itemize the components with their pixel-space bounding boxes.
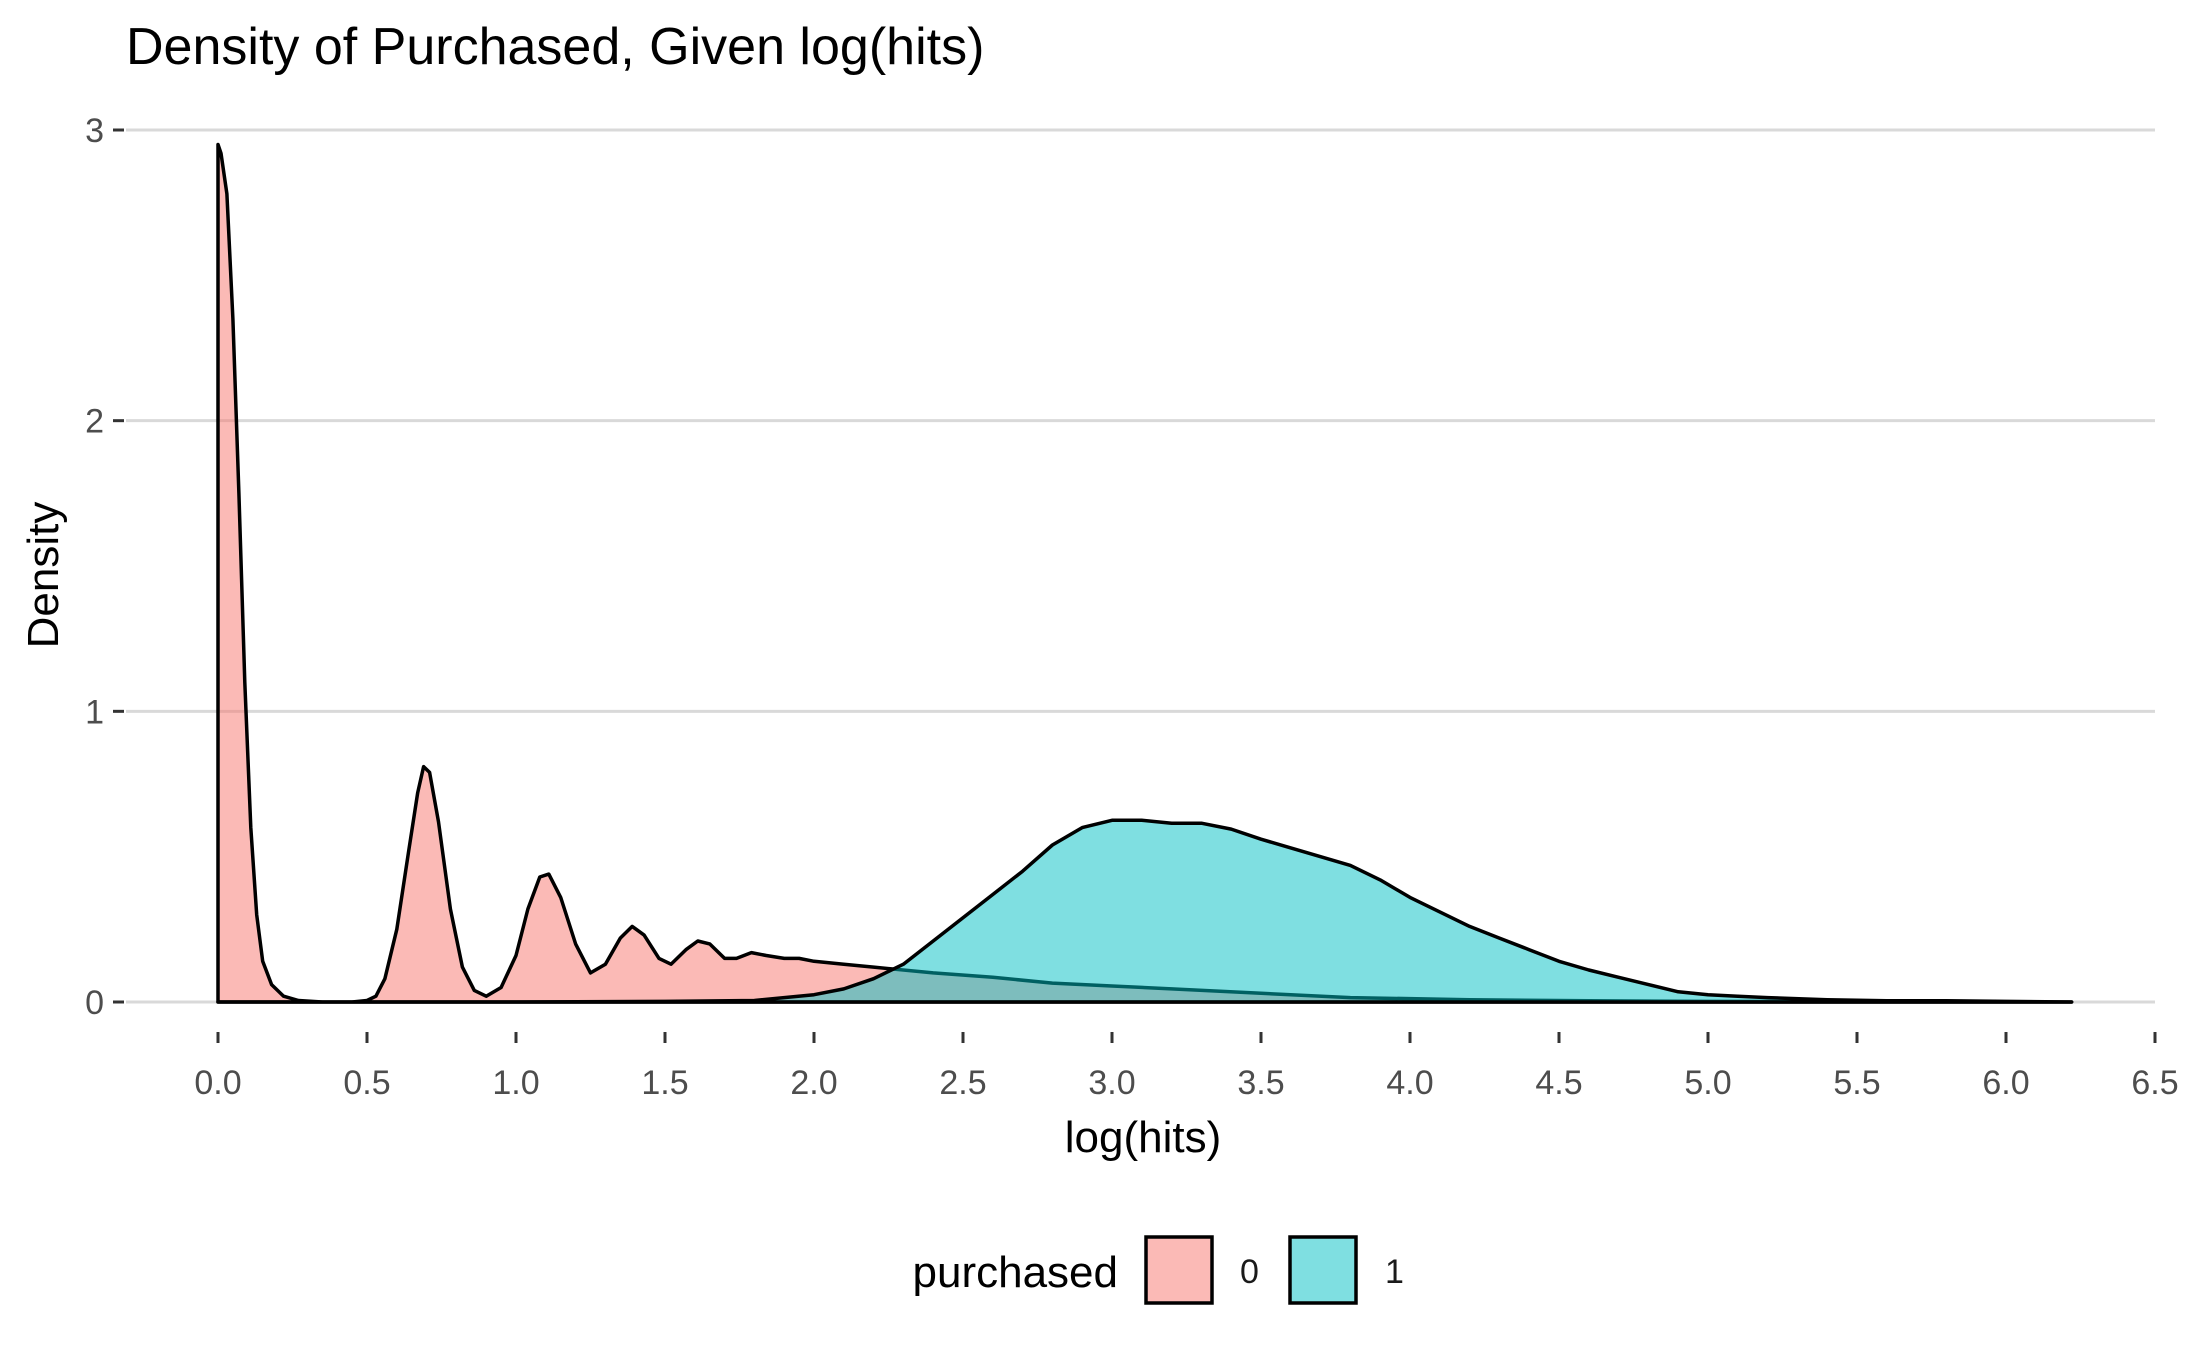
y-axis-title: Density bbox=[19, 502, 68, 649]
x-tick-label: 1.5 bbox=[641, 1064, 688, 1102]
x-tick-label: 4.5 bbox=[1535, 1064, 1582, 1102]
density-area-purchased-1 bbox=[216, 818, 2074, 1004]
density-areas bbox=[216, 142, 2074, 1004]
y-tick-label: 0 bbox=[85, 984, 104, 1022]
y-axis: 0 1 2 3 bbox=[85, 112, 124, 1022]
x-tick-label: 3.0 bbox=[1088, 1064, 1135, 1102]
y-tick-label: 1 bbox=[85, 693, 104, 731]
legend-key-0 bbox=[1144, 1235, 1214, 1305]
x-tick-label: 4.0 bbox=[1386, 1064, 1433, 1102]
x-tick-label: 0.5 bbox=[343, 1064, 390, 1102]
x-tick-label: 0.0 bbox=[194, 1064, 241, 1102]
x-tick-label: 2.0 bbox=[790, 1064, 837, 1102]
legend-title: purchased bbox=[913, 1248, 1118, 1297]
x-tick-label: 1.0 bbox=[492, 1064, 539, 1102]
x-tick-label: 6.0 bbox=[1982, 1064, 2029, 1102]
chart-title: Density of Purchased, Given log(hits) bbox=[126, 18, 984, 76]
legend-key-1 bbox=[1288, 1235, 1358, 1305]
legend-label-0: 0 bbox=[1240, 1253, 1259, 1291]
x-tick-label: 5.0 bbox=[1684, 1064, 1731, 1102]
x-tick-label: 6.5 bbox=[2131, 1064, 2178, 1102]
x-tick-label: 3.5 bbox=[1237, 1064, 1284, 1102]
y-tick-label: 2 bbox=[85, 403, 104, 441]
x-axis: 0.0 0.5 1.0 1.5 2.0 2.5 3.0 3.5 4.0 4.5 5.0 5.5 6.0 6… bbox=[194, 1032, 2179, 1102]
y-tick-label: 3 bbox=[85, 112, 104, 150]
x-tick-label: 2.5 bbox=[939, 1064, 986, 1102]
x-axis-title: log(hits) bbox=[1065, 1113, 1222, 1162]
legend-label-1: 1 bbox=[1385, 1253, 1404, 1291]
x-tick-label: 5.5 bbox=[1833, 1064, 1880, 1102]
